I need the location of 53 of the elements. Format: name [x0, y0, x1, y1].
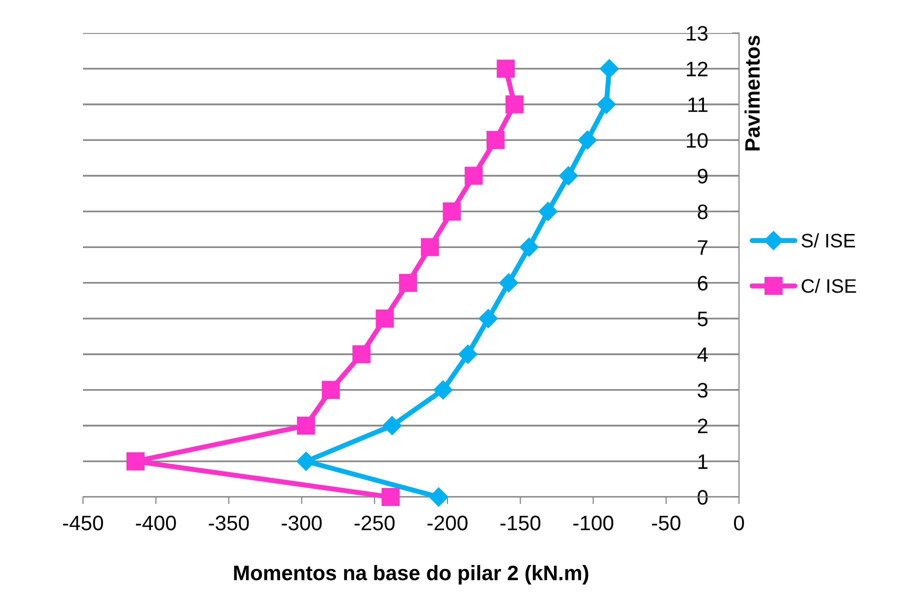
point [458, 344, 478, 364]
point [496, 60, 515, 78]
point [376, 310, 394, 328]
y-tick-label: 4 [697, 347, 708, 362]
point [352, 345, 370, 364]
point [505, 95, 524, 114]
point [558, 166, 578, 186]
point [420, 238, 439, 256]
y-tick-label: 8 [698, 204, 708, 220]
point [429, 487, 448, 507]
x-tick-label: -450 [63, 516, 104, 530]
point [382, 488, 400, 506]
point [596, 94, 616, 114]
y-axis-title: Pavimentos [744, 36, 760, 150]
x-tick-label: 0 [734, 516, 744, 530]
x-tick-label: -100 [573, 516, 614, 530]
y-tick-label: 12 [686, 62, 708, 76]
y-tick-label: 1 [698, 454, 708, 469]
point [600, 59, 619, 78]
point [464, 166, 483, 185]
point [382, 416, 402, 436]
point [538, 202, 558, 221]
point [296, 452, 316, 471]
point [520, 238, 539, 257]
y-tick-label: 5 [698, 312, 708, 326]
y-tick-label: 10 [686, 133, 708, 148]
point [434, 380, 453, 400]
legend-label: S/ ISE [802, 233, 856, 248]
x-tick-label: -250 [354, 516, 395, 530]
y-tick-label: 2 [698, 418, 708, 434]
x-tick-label: -350 [208, 516, 249, 530]
point [486, 131, 505, 150]
point [442, 202, 461, 220]
x-tick-label: -200 [428, 516, 468, 530]
point [578, 130, 597, 150]
y-tick-label: 6 [698, 276, 708, 291]
y-tick-label: 3 [698, 382, 708, 398]
point [478, 309, 498, 328]
point [399, 274, 418, 292]
y-tick-label: 9 [698, 168, 708, 184]
x-tick-label: -150 [500, 516, 540, 530]
point [499, 273, 518, 292]
x-axis-title: Momentos na base do pilar 2 (kN.m) [234, 565, 588, 584]
y-tick-label: 11 [688, 98, 708, 112]
point [322, 380, 340, 399]
x-tick-label: -400 [136, 516, 176, 530]
x-tick-label: -300 [282, 516, 322, 530]
x-tick-label: -50 [652, 516, 680, 530]
y-tick-label: 13 [686, 26, 708, 41]
legend-label: C/ ISE [802, 278, 856, 293]
y-tick-label: 7 [698, 240, 708, 255]
point [126, 452, 145, 470]
point [297, 416, 316, 435]
